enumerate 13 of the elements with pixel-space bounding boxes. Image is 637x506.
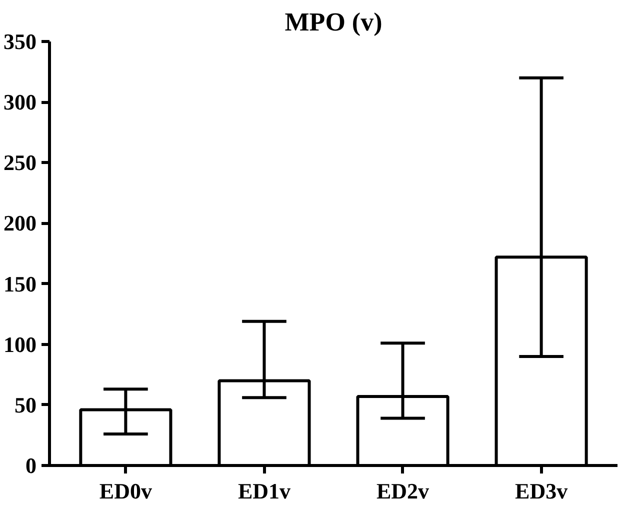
x-tick-label: ED0v <box>99 478 152 504</box>
x-tick-label: ED2v <box>376 478 430 504</box>
y-tick-label: 150 <box>4 271 36 296</box>
y-tick-label: 300 <box>4 90 36 115</box>
y-tick-label: 100 <box>4 332 36 357</box>
y-tick-label: 200 <box>4 210 36 236</box>
chart-title: MPO (v) <box>284 8 382 36</box>
y-tick-label: 350 <box>4 29 36 54</box>
y-tick-label: 0 <box>26 453 36 478</box>
y-tick-label: 50 <box>14 392 36 418</box>
x-tick-label: ED1v <box>238 478 291 504</box>
x-tick-label: ED3v <box>515 478 568 504</box>
y-tick-label: 250 <box>4 150 36 176</box>
